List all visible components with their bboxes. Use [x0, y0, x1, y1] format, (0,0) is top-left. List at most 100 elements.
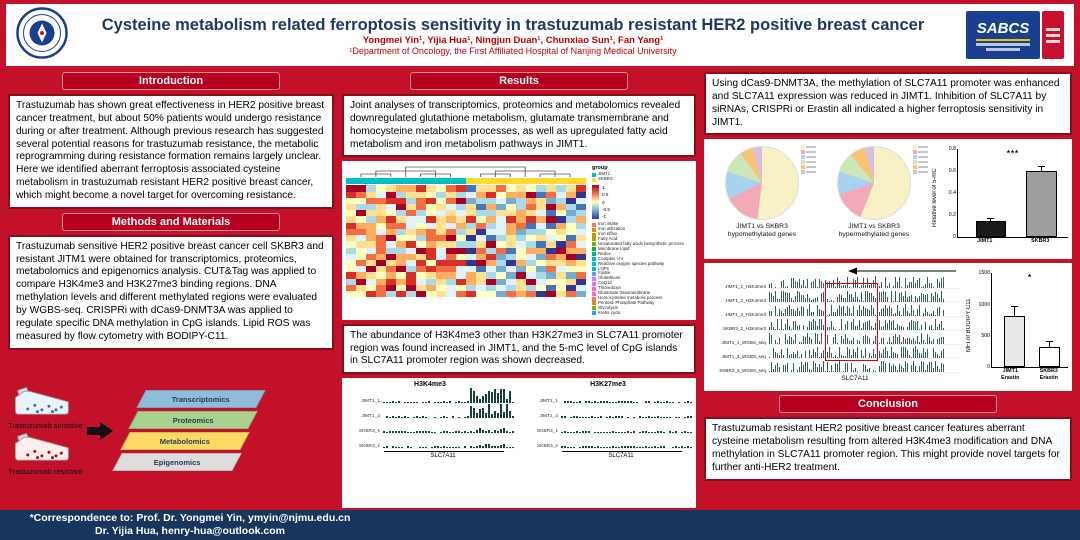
heatmap-cell: [516, 197, 526, 205]
heatmap-cell: [386, 216, 396, 223]
omics-layer-label: Metabolomics: [159, 436, 210, 446]
heatmap-cell: [346, 284, 356, 292]
heatmap-cell: [416, 272, 426, 279]
heatmap-cell: [406, 253, 416, 261]
heatmap-cell: [406, 216, 416, 223]
x-tick-label: JIMT1: [977, 238, 993, 245]
heatmap-cell: [496, 241, 506, 248]
methods-header: Methods and Materials: [62, 212, 280, 231]
heatmap-cell: [546, 210, 556, 217]
heatmap-cell: [436, 204, 446, 211]
heatmap-cell: [356, 222, 366, 229]
affiliation: ¹Department of Oncology, the First Affil…: [349, 46, 677, 57]
heatmap-cell: [466, 266, 476, 273]
legend-item: Glutamate transmembrane: [592, 290, 692, 296]
cuttag-track-peaks: [383, 433, 514, 450]
university-emblem-icon: [16, 6, 68, 59]
heatmap-cell: [566, 228, 576, 236]
heatmap-cell: [556, 216, 566, 223]
correspondence-line2: Dr. Yijia Hua, henry-hua@outlook.com: [95, 525, 285, 538]
cuttag-track-label: SKBR3_2: [536, 444, 558, 450]
epigenetic-text: The abundance of H3K4me3 other than H3K2…: [342, 323, 696, 375]
heatmap-cell: [446, 278, 456, 285]
heatmap-cell: [566, 260, 576, 267]
heatmap-cell: [416, 185, 426, 192]
heatmap-cell: [526, 216, 536, 223]
hypomethylated-pie-caption: JIMT1 vs SKBR3 hypomethylated genes: [727, 223, 797, 239]
hypermethylated-pie-caption: JIMT1 vs SKBR3 hypermethylated genes: [838, 223, 910, 239]
heatmap-cell: [486, 235, 496, 242]
heatmap-cell: [526, 266, 536, 273]
wgbs-track-signal: [769, 274, 962, 290]
heatmap-cell: [396, 291, 406, 298]
omics-layer-label: Transcriptomics: [171, 394, 230, 404]
cuttag-track-row: SKBR3_1: [524, 418, 692, 435]
heatmap-cell: [396, 260, 406, 267]
heatmap-cell: [376, 191, 386, 198]
heatmap-cell: [436, 247, 446, 254]
heatmap-cell: [356, 241, 366, 248]
heatmap-cell: [526, 253, 536, 261]
gene-name: SLC7A11: [608, 453, 634, 460]
heatmap-cell: [366, 235, 376, 242]
conclusion-header: Conclusion: [779, 395, 997, 414]
scale-label: 1: [602, 185, 605, 191]
cuttag-track-peaks: [561, 418, 692, 435]
heatmap-cell: [376, 260, 386, 267]
cuttag-track-label: JIMT1_2: [539, 414, 558, 420]
heatmap-cell: [446, 260, 456, 267]
legend-item: Reactive oxygen species pathway: [592, 260, 692, 267]
legend-item: Glycolysis: [592, 305, 692, 311]
heatmap-cell: [526, 197, 536, 205]
heatmap-cell: [416, 247, 426, 254]
pie-legend-swatch: [801, 160, 805, 164]
heatmap-cell: [536, 197, 546, 205]
heatmap-cell: [366, 197, 376, 205]
legend-item-label: Krebs cycle: [598, 309, 621, 315]
heatmap-cell: [576, 228, 586, 236]
heatmap-cell: [496, 216, 506, 223]
pie-legend-row: [801, 145, 816, 149]
heatmap-cell: [506, 291, 516, 298]
heatmap-cell: [516, 253, 526, 261]
heatmap-cell: [416, 216, 426, 223]
legend-item: Membrane Lipid: [592, 246, 692, 252]
heatmap-cell: [456, 272, 466, 279]
heatmap-cell: [536, 235, 546, 242]
legend-group-name: JIMT1: [598, 171, 611, 177]
heatmap-cell: [366, 291, 376, 298]
legend-swatch: [592, 222, 596, 227]
heatmap-cell: [476, 222, 486, 229]
heatmap-cell: [386, 272, 396, 279]
heatmap-cell: [536, 241, 546, 248]
heatmap-cell: [576, 272, 586, 279]
y-tick-label: 0: [987, 364, 990, 371]
heatmap-cell: [376, 222, 386, 229]
group-strip-cell: [516, 178, 526, 185]
heatmap-cell: [426, 278, 436, 285]
wgbs-track-signal: [769, 330, 962, 346]
legend-item-label: Thioredoxin: [598, 285, 621, 291]
heatmap-cell: [456, 185, 466, 192]
legend-item: Glutathione: [592, 275, 692, 281]
heatmap-cell: [506, 241, 516, 248]
pie-legend-text-bar: [806, 171, 816, 174]
pie-legend-text-bar: [918, 156, 928, 159]
heatmap-cell: [466, 260, 476, 267]
cuttag-track-peaks: [561, 403, 692, 420]
heatmap-cell: [366, 284, 376, 292]
heatmap-cell: [466, 222, 476, 229]
heatmap-cell: [426, 235, 436, 242]
heatmap-cell: [566, 185, 576, 192]
gene-direction-arrow: [848, 267, 956, 275]
legend-swatch: [592, 242, 596, 247]
heatmap-cell: [486, 266, 496, 273]
wgbs-track-row: JIMT1_2_H3K4me3: [708, 289, 962, 304]
heatmap-cell: [376, 210, 386, 217]
wgbs-track-label: JIMT1_1_WGBS_seq: [721, 340, 766, 346]
heatmap-cell: [546, 272, 556, 279]
heatmap-cell: [456, 278, 466, 285]
legend-item-label: Reactive oxygen species pathway: [598, 260, 665, 266]
heatmap-cell: [406, 266, 416, 273]
heatmap-cell: [436, 266, 446, 273]
